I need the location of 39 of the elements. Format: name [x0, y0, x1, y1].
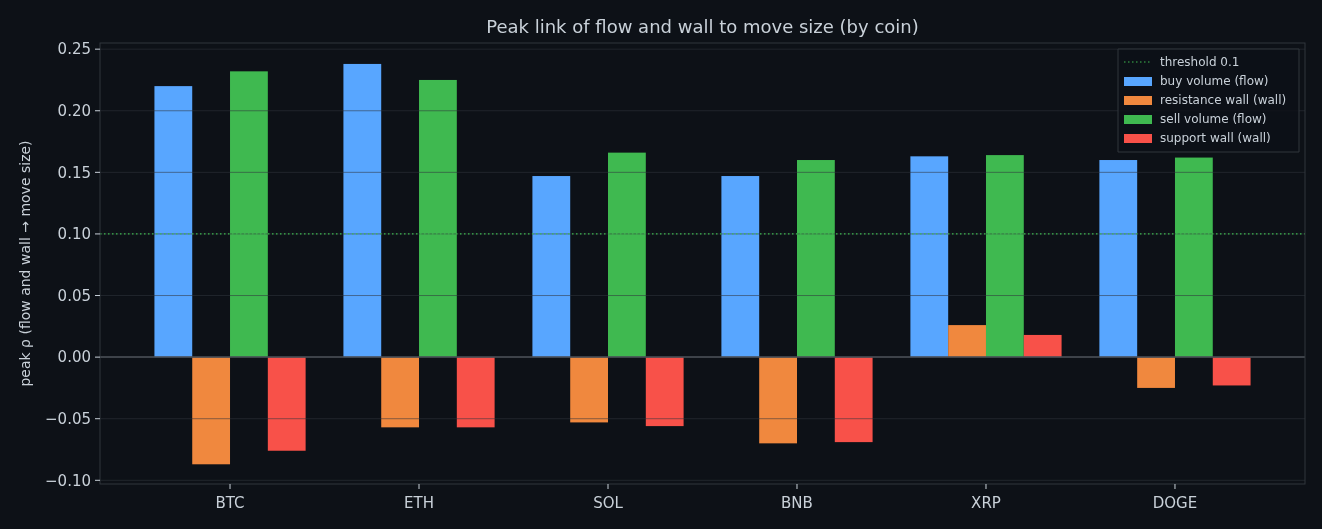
bar [948, 325, 986, 358]
legend-label: resistance wall (wall) [1160, 93, 1287, 108]
bar [192, 357, 231, 465]
legend-label: support wall (wall) [1160, 131, 1271, 146]
bar [1099, 160, 1138, 358]
x-tick-label: XRP [971, 494, 1001, 512]
bar [343, 63, 382, 358]
bar [267, 357, 306, 451]
y-tick-label: 0.00 [57, 348, 91, 367]
bar [645, 357, 684, 427]
x-tick-label: DOGE [1152, 494, 1198, 512]
y-tick-label: 0.05 [57, 286, 91, 305]
y-tick-label: −0.10 [45, 471, 91, 490]
y-tick-label: 0.15 [57, 163, 91, 182]
bar [759, 357, 797, 444]
y-tick-label: 0.20 [57, 102, 91, 120]
legend-label: buy volume (flow) [1160, 74, 1269, 89]
legend-label: threshold 0.1 [1160, 55, 1240, 70]
bar [570, 357, 609, 423]
y-tick-label: −0.05 [45, 409, 91, 428]
x-tick-label: BTC [215, 494, 245, 512]
bar [1137, 357, 1175, 388]
bar [721, 176, 760, 358]
bar [456, 357, 495, 428]
chart-title: Peak link of flow and wall to move size (by coin) [486, 16, 919, 37]
bar [154, 86, 193, 358]
bar [532, 176, 571, 358]
bar [1212, 357, 1251, 386]
y-tick-label: 0.25 [57, 40, 91, 59]
y-tick-label: 0.10 [57, 225, 91, 244]
legend-label: sell volume (flow) [1160, 112, 1267, 127]
bar [834, 357, 873, 443]
x-tick-label: ETH [404, 494, 434, 512]
bar [381, 357, 420, 428]
x-tick-label: BNB [781, 494, 813, 512]
y-axis-title: peak ρ (flow and wall → move size) [17, 140, 33, 387]
bar [910, 156, 949, 358]
bar [1023, 334, 1062, 358]
x-tick-label: SOL [593, 494, 624, 512]
